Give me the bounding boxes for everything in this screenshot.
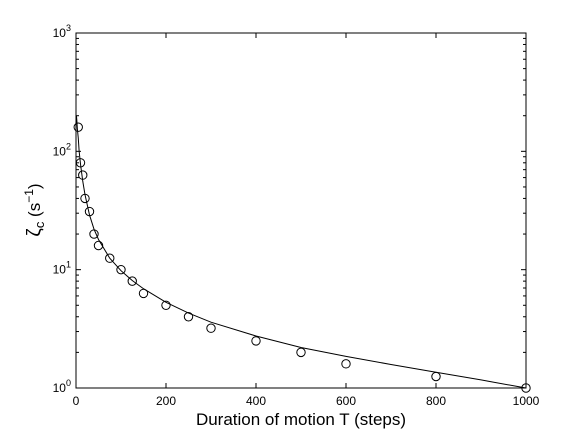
- x-axis-title: Duration of motion T (steps): [196, 410, 406, 429]
- data-point: [431, 371, 441, 382]
- y-tick-label: 102: [53, 141, 71, 158]
- x-tick-label: 1000: [513, 394, 540, 408]
- data-point: [341, 359, 351, 369]
- fit-line: [75, 115, 527, 389]
- data-point: [161, 300, 171, 310]
- data-point: [296, 347, 306, 358]
- x-tick-label: 0: [73, 394, 80, 408]
- data-point: [127, 276, 137, 286]
- data-point: [206, 323, 216, 333]
- data-point: [78, 170, 88, 180]
- x-tick-label: 200: [156, 394, 176, 408]
- data-point: [138, 288, 149, 299]
- data-point: [75, 158, 86, 168]
- data-point: [84, 206, 95, 217]
- data-point: [73, 122, 83, 132]
- y-axis-unit-exp: −1: [22, 189, 36, 203]
- y-axis-title: ζc (s−1): [22, 183, 47, 236]
- y-axis-unit-close: ): [25, 183, 44, 189]
- y-tick-label: 100: [53, 378, 71, 395]
- y-tick-label: 101: [53, 260, 71, 277]
- data-point: [251, 336, 261, 346]
- data-point: [116, 264, 126, 275]
- y-tick-label: 103: [53, 23, 71, 40]
- marker-series: [73, 122, 531, 393]
- data-point: [183, 312, 194, 322]
- fit-line-series: [75, 115, 527, 389]
- plot-frame: [75, 32, 527, 389]
- data-point: [105, 253, 115, 263]
- x-tick-label: 400: [246, 394, 266, 408]
- x-ticks: 0 200 400 600 800 1000: [73, 33, 540, 408]
- data-point: [521, 383, 531, 393]
- y-axis-symbol: ζ: [24, 228, 45, 237]
- data-point: [89, 229, 99, 239]
- x-tick-label: 600: [336, 394, 356, 408]
- y-axis-subscript: c: [32, 221, 47, 228]
- x-tick-label: 800: [426, 394, 446, 408]
- data-point: [93, 240, 104, 251]
- y-axis-unit-open: (s: [25, 203, 44, 222]
- data-point: [80, 193, 90, 204]
- y-ticks: 100 101 102 103: [53, 23, 526, 395]
